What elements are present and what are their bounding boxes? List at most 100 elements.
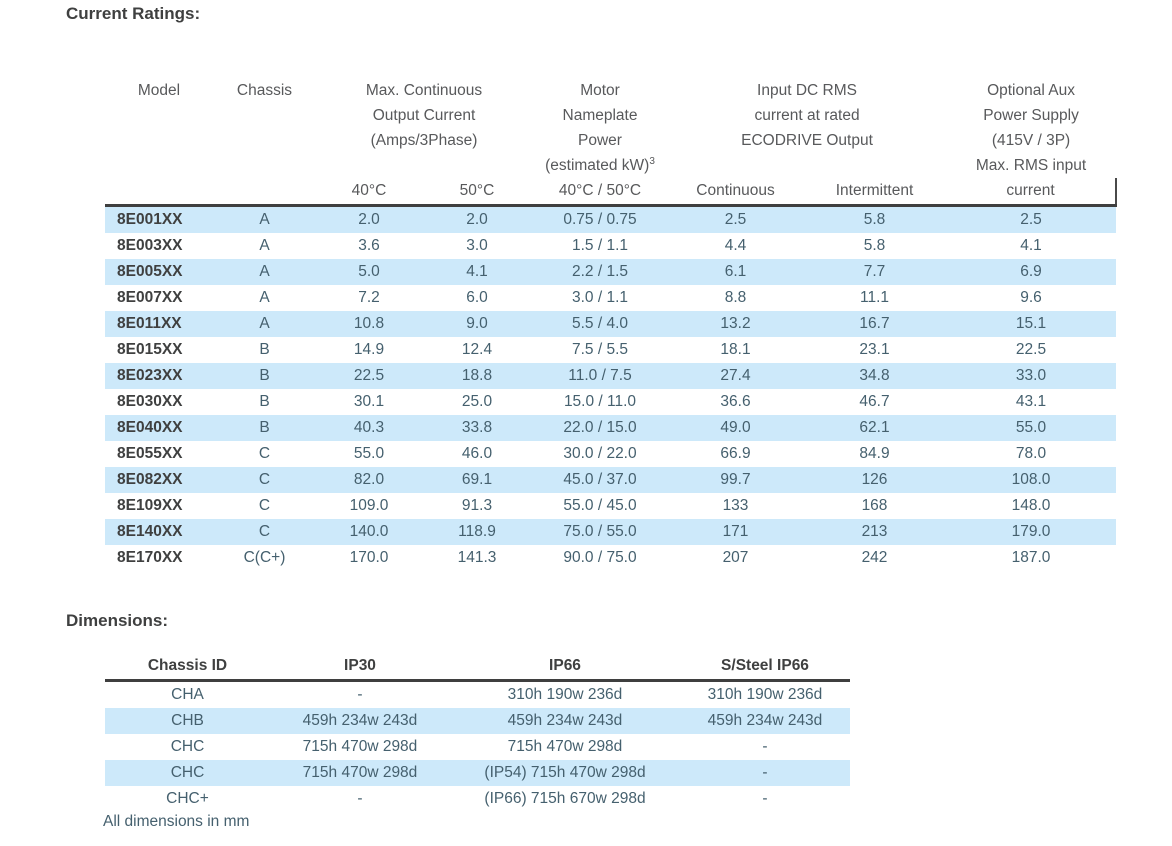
sub-header-40c: 40°C xyxy=(316,178,422,207)
dimensions-table: Chassis ID IP30 IP66 S/Steel IP66 CHA - 31… xyxy=(105,653,850,812)
ratings-cell-aux: 148.0 xyxy=(1011,497,1051,514)
ratings-cell-dc-intermittent: 5.8 xyxy=(863,237,886,254)
ratings-cell-kw: 30.0 / 22.0 xyxy=(563,445,637,462)
group-header-optional-aux-supply: Optional Aux Power Supply (415V / 3P) Ma… xyxy=(946,78,1116,178)
ratings-cell-kw: 0.75 / 0.75 xyxy=(563,211,637,228)
dimensions-body: CHA - 310h 190w 236d 310h 190w 236d CHB 459h … xyxy=(105,681,850,813)
ratings-cell-amps-50c: 46.0 xyxy=(461,445,493,462)
ratings-cell-amps-40c: 30.1 xyxy=(353,393,385,410)
header-line: Output Current xyxy=(372,107,476,124)
ratings-row: 8E030XX B 30.1 25.0 15.0 / 11.0 36.6 46.7 43.1 xyxy=(105,389,1116,415)
chassis-id-column-header: Chassis ID xyxy=(105,653,270,682)
dimensions-row: CHB 459h 234w 243d 459h 234w 243d 459h 234w… xyxy=(105,708,850,734)
ratings-cell-chassis: C xyxy=(258,445,271,462)
ratings-cell-aux: 55.0 xyxy=(1015,419,1047,436)
ratings-row: 8E015XX B 14.9 12.4 7.5 / 5.5 18.1 23.1 22.5 xyxy=(105,337,1116,363)
header-line: Optional Aux xyxy=(987,82,1075,99)
header-line: current at rated xyxy=(754,107,860,124)
ratings-row: 8E140XX C 140.0 118.9 75.0 / 55.0 171 213 179.0 xyxy=(105,519,1117,545)
ratings-row: 8E011XX A 10.8 9.0 5.5 / 4.0 13.2 16.7 15.1 xyxy=(105,311,1117,337)
dimensions-cell-ssteel-ip66: - xyxy=(762,764,768,781)
ratings-cell-dc-continuous: 66.9 xyxy=(720,445,751,462)
ratings-row: 8E023XX B 22.5 18.8 11.0 / 7.5 27.4 34.8 33.0 xyxy=(105,363,1117,389)
ratings-cell-model: 8E030XX xyxy=(117,393,183,410)
ratings-row: 8E007XX A 7.2 6.0 3.0 / 1.1 8.8 11.1 9.6 xyxy=(105,285,1116,311)
ratings-cell-dc-intermittent: 242 xyxy=(861,549,888,566)
dimensions-cell-chassis-id: CHC xyxy=(170,764,205,781)
ratings-cell-dc-intermittent: 168 xyxy=(861,497,888,514)
dimensions-cell-chassis-id: CHC+ xyxy=(166,790,209,807)
ratings-cell-model: 8E011XX xyxy=(117,315,182,332)
ratings-cell-amps-50c: 4.1 xyxy=(466,263,488,280)
ratings-cell-amps-40c: 140.0 xyxy=(349,523,389,540)
ratings-cell-amps-40c: 7.2 xyxy=(358,289,380,306)
ratings-cell-aux: 108.0 xyxy=(1011,471,1051,488)
ratings-cell-chassis: C xyxy=(258,523,271,540)
ratings-cell-amps-40c: 14.9 xyxy=(353,341,385,358)
ratings-cell-aux: 9.6 xyxy=(1020,289,1042,306)
group-header-max-continuous-output: Max. Continuous Output Current (Amps/3Ph… xyxy=(316,78,532,178)
ratings-cell-amps-40c: 22.5 xyxy=(353,367,385,384)
ratings-cell-amps-40c: 3.6 xyxy=(358,237,380,254)
ratings-cell-kw: 90.0 / 75.0 xyxy=(563,549,637,566)
dimensions-header-row: Chassis ID IP30 IP66 S/Steel IP66 xyxy=(105,653,850,682)
header-line: Power Supply xyxy=(983,107,1079,124)
ratings-cell-model: 8E005XX xyxy=(117,263,183,280)
empty-header-cell xyxy=(105,178,213,207)
ratings-cell-dc-intermittent: 84.9 xyxy=(859,445,890,462)
dimensions-cell-ssteel-ip66: 310h 190w 236d xyxy=(707,686,823,703)
header-line: (estimated kW)3 xyxy=(532,153,668,178)
ratings-cell-dc-continuous: 27.4 xyxy=(720,367,751,384)
ratings-cell-chassis: C xyxy=(258,471,271,488)
ratings-cell-dc-continuous: 2.5 xyxy=(724,211,747,228)
ratings-cell-dc-continuous: 49.0 xyxy=(720,419,751,436)
ip30-column-header: IP30 xyxy=(270,653,450,682)
ip66-column-header: IP66 xyxy=(450,653,680,682)
ratings-cell-kw: 22.0 / 15.0 xyxy=(563,419,637,436)
dimensions-cell-ip66: 459h 234w 243d xyxy=(507,712,623,729)
ratings-row: 8E109XX C 109.0 91.3 55.0 / 45.0 133 168 148.0 xyxy=(105,493,1116,519)
chassis-column-header: Chassis xyxy=(236,82,293,99)
group-header-input-dc-rms: Input DC RMS current at rated ECODRIVE O… xyxy=(668,78,946,178)
ratings-cell-amps-40c: 170.0 xyxy=(349,549,389,566)
dimensions-cell-ssteel-ip66: - xyxy=(762,738,768,755)
ratings-cell-aux: 6.9 xyxy=(1020,263,1042,280)
ratings-cell-aux: 2.5 xyxy=(1020,211,1042,228)
dimensions-header: Chassis ID IP30 IP66 S/Steel IP66 xyxy=(105,653,850,682)
ratings-row: 8E170XX C(C+) 170.0 141.3 90.0 / 75.0 207 242 1… xyxy=(105,545,1116,571)
ratings-cell-model: 8E001XX xyxy=(117,211,183,228)
ratings-cell-dc-continuous: 171 xyxy=(722,523,749,540)
ratings-cell-dc-intermittent: 126 xyxy=(861,471,888,488)
estimated-kw-label: (estimated kW) xyxy=(545,157,650,174)
ratings-cell-dc-continuous: 4.4 xyxy=(724,237,747,254)
model-column-header: Model xyxy=(137,82,181,99)
ratings-group-header-row: Model Chassis Max. Continuous Output Cur… xyxy=(105,78,1116,178)
ratings-cell-model: 8E109XX xyxy=(117,497,183,514)
ratings-cell-chassis: B xyxy=(259,393,270,410)
ratings-cell-model: 8E040XX xyxy=(117,419,183,436)
ratings-cell-chassis: A xyxy=(259,315,270,332)
ratings-cell-amps-40c: 109.0 xyxy=(349,497,389,514)
dimensions-cell-ip66: 310h 190w 236d xyxy=(507,686,623,703)
ratings-cell-amps-50c: 2.0 xyxy=(466,211,488,228)
dimensions-cell-ssteel-ip66: 459h 234w 243d xyxy=(707,712,823,729)
ratings-row: 8E082XX C 82.0 69.1 45.0 / 37.0 99.7 126 108.0 xyxy=(105,467,1117,493)
ratings-row: 8E005XX A 5.0 4.1 2.2 / 1.5 6.1 7.7 6.9 xyxy=(105,259,1117,285)
ratings-cell-aux: 15.1 xyxy=(1015,315,1047,332)
ratings-cell-amps-50c: 91.3 xyxy=(461,497,493,514)
ratings-cell-kw: 15.0 / 11.0 xyxy=(563,393,637,410)
header-line: (Amps/3Phase) xyxy=(370,132,478,149)
ratings-cell-aux: 33.0 xyxy=(1015,367,1047,384)
ratings-cell-amps-40c: 55.0 xyxy=(353,445,385,462)
dimensions-row: CHC 715h 470w 298d 715h 470w 298d - xyxy=(105,734,850,760)
ssteel-ip66-column-header: S/Steel IP66 xyxy=(680,653,850,682)
sub-header-50c: 50°C xyxy=(422,178,532,207)
ratings-cell-dc-continuous: 6.1 xyxy=(724,263,747,280)
ratings-cell-amps-50c: 69.1 xyxy=(461,471,493,488)
ratings-cell-aux: 187.0 xyxy=(1011,549,1051,566)
ratings-cell-amps-50c: 12.4 xyxy=(461,341,493,358)
ratings-cell-dc-continuous: 8.8 xyxy=(724,289,747,306)
ratings-cell-amps-50c: 25.0 xyxy=(461,393,493,410)
header-line: Input DC RMS xyxy=(757,82,857,99)
ratings-cell-chassis: C(C+) xyxy=(243,549,286,566)
